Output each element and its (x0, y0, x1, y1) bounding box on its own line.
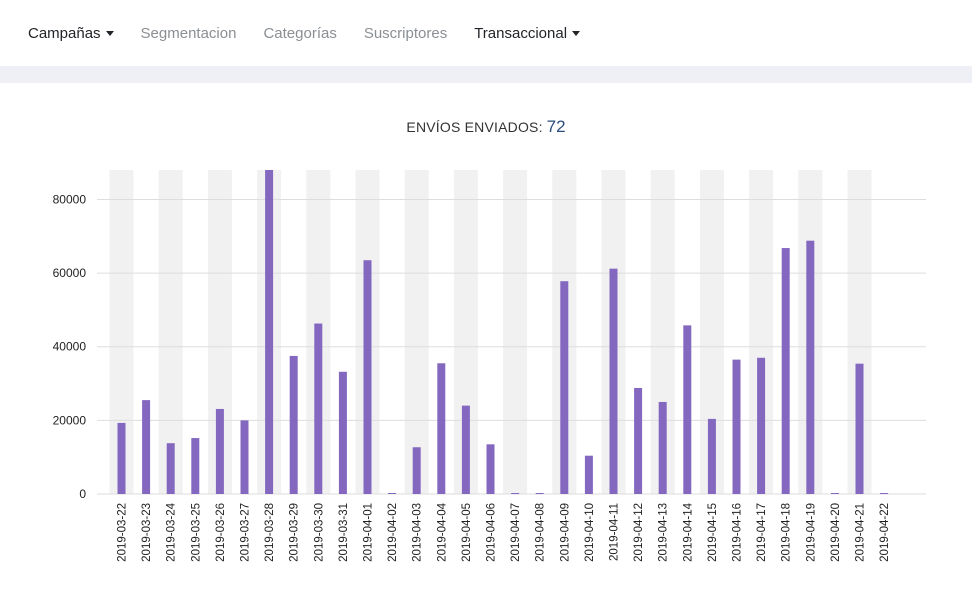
bar (289, 355, 298, 494)
bar (830, 493, 839, 494)
bar (658, 401, 667, 494)
bar (683, 325, 692, 494)
y-tick-label: 20000 (53, 413, 87, 427)
bar (265, 170, 274, 494)
y-tick-label: 60000 (53, 266, 87, 280)
x-tick-label: 2019-04-03 (412, 503, 424, 562)
x-tick-label: 2019-04-20 (830, 503, 842, 562)
nav-categorias-label: Categorías (263, 24, 337, 42)
nav-suscriptores[interactable]: Suscriptores (364, 25, 447, 42)
bar (142, 400, 151, 494)
bar (215, 408, 224, 494)
x-tick-label: 2019-04-16 (732, 503, 744, 562)
x-tick-label: 2019-04-08 (535, 503, 547, 562)
bar (437, 363, 446, 494)
x-tick-label: 2019-04-07 (510, 503, 522, 562)
x-tick-label: 2019-03-29 (289, 503, 301, 562)
x-tick-label: 2019-04-21 (855, 503, 867, 562)
bar (855, 363, 864, 494)
x-tick-label: 2019-04-05 (461, 503, 473, 562)
y-tick-label: 80000 (53, 192, 87, 206)
bar (314, 323, 323, 494)
chart-summary: ENVÍOS ENVIADOS: 72 (0, 117, 972, 137)
x-tick-label: 2019-03-23 (141, 503, 153, 562)
x-tick-label: 2019-04-06 (486, 503, 498, 562)
nav-suscriptores-label: Suscriptores (363, 24, 448, 42)
x-tick-label: 2019-04-01 (363, 503, 375, 562)
bar (609, 268, 618, 494)
x-tick-label: 2019-03-27 (240, 503, 252, 562)
bg-stripe (404, 170, 429, 494)
x-tick-label: 2019-04-02 (387, 503, 399, 562)
nav-campanas[interactable]: Campañas (28, 25, 114, 42)
summary-count: 72 (546, 117, 566, 136)
x-tick-label: 2019-04-09 (559, 503, 571, 562)
bar (338, 371, 347, 494)
bar (363, 260, 372, 494)
bar (412, 447, 421, 494)
bar (511, 493, 520, 494)
x-tick-label: 2019-03-24 (166, 502, 178, 561)
nav-campanas-label: Campañas (28, 24, 101, 42)
summary-label: ENVÍOS ENVIADOS: (406, 119, 543, 135)
bar (191, 438, 200, 494)
bar-chart: 0 20000 40000 60000 80000 2019-03-22 2019-03-2… (53, 170, 926, 562)
x-tick-label: 2019-03-26 (215, 503, 227, 562)
x-tick-label: 2019-03-30 (313, 503, 325, 562)
bar (634, 387, 643, 494)
x-tick-label: 2019-03-22 (117, 503, 129, 562)
bar (584, 455, 593, 494)
bar (732, 359, 741, 494)
bar (806, 240, 815, 494)
bar (240, 420, 249, 494)
bar (117, 422, 126, 494)
bar (461, 405, 470, 494)
nav-segmentacion[interactable]: Segmentacion (141, 25, 237, 42)
y-tick-label: 40000 (53, 340, 87, 354)
x-tick-label: 2019-04-14 (682, 502, 694, 561)
bar (560, 281, 569, 494)
bar (781, 248, 790, 494)
x-tick-label: 2019-04-17 (756, 503, 768, 562)
bar (166, 443, 175, 494)
x-tick-label: 2019-04-22 (879, 503, 891, 562)
x-tick-label: 2019-04-10 (584, 503, 596, 562)
bar (486, 444, 495, 494)
header-separator-band (0, 66, 972, 83)
x-tick-label: 2019-04-18 (781, 503, 793, 562)
bar (757, 357, 766, 494)
bar (707, 418, 716, 494)
caret-down-icon (572, 31, 581, 36)
nav-transaccional[interactable]: Transaccional (474, 24, 581, 42)
nav-segmentacion-label: Segmentacion (140, 24, 237, 42)
bar (880, 493, 889, 494)
nav-transaccional-label: Transaccional (474, 24, 568, 42)
bar (535, 493, 544, 494)
bar (388, 493, 397, 494)
bg-stripe (158, 170, 183, 494)
y-tick-label: 0 (79, 487, 86, 501)
bg-stripe (503, 170, 528, 494)
x-tick-label: 2019-04-04 (436, 502, 448, 561)
x-tick-label: 2019-04-19 (805, 503, 817, 562)
x-tick-label: 2019-04-15 (707, 503, 719, 562)
x-tick-label: 2019-04-12 (633, 503, 645, 562)
top-navbar: Campañas Segmentacion Categorías Suscrip… (0, 0, 972, 66)
x-tick-label: 2019-03-28 (264, 503, 276, 562)
x-tick-label: 2019-03-31 (338, 503, 350, 562)
chart-container: 0 20000 40000 60000 80000 2019-03-22 2019-03-2… (0, 83, 972, 610)
nav-categorias[interactable]: Categorías (263, 25, 336, 42)
x-tick-label: 2019-04-13 (658, 503, 670, 562)
caret-down-icon (105, 31, 114, 36)
x-tick-label: 2019-04-11 (609, 503, 621, 561)
x-tick-label: 2019-03-25 (190, 503, 202, 562)
